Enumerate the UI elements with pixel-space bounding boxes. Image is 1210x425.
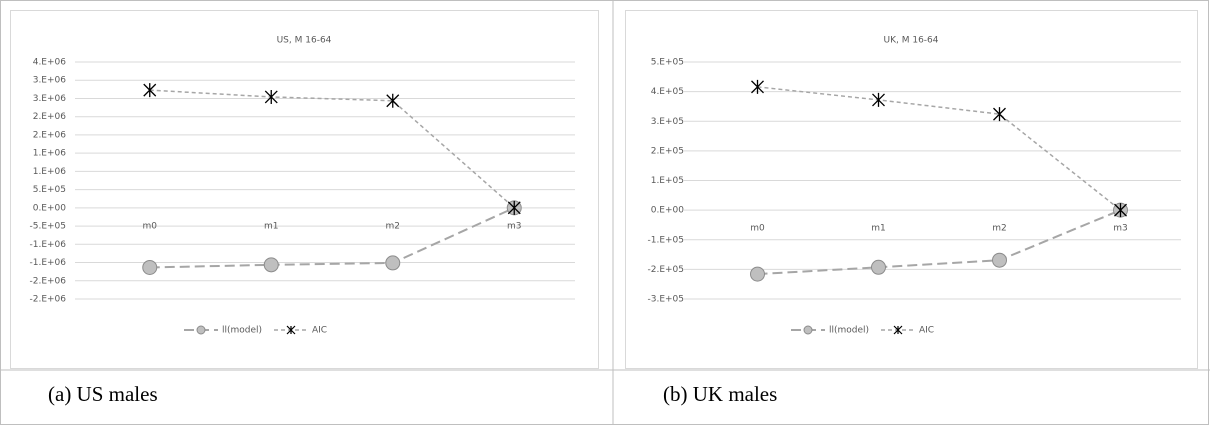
marker bbox=[143, 83, 157, 98]
legend-marker bbox=[803, 325, 813, 335]
series-line bbox=[757, 209, 1121, 276]
y-tick-label: 2.E+06 bbox=[33, 112, 67, 122]
y-tick-label: 1.E+05 bbox=[651, 176, 684, 186]
y-tick-label: 5.E+05 bbox=[33, 185, 66, 195]
legend-label: AIC bbox=[312, 326, 327, 336]
chart-title: UK, M 16-64 bbox=[884, 36, 939, 46]
y-tick-label: -1.E+05 bbox=[647, 235, 684, 245]
marker bbox=[1114, 203, 1127, 218]
marker bbox=[872, 92, 885, 107]
x-tick-label: m1 bbox=[264, 221, 279, 231]
legend-marker bbox=[286, 325, 296, 335]
marker bbox=[263, 257, 279, 273]
y-tick-label: 0.E+00 bbox=[651, 206, 685, 216]
marker bbox=[871, 259, 886, 275]
series-line bbox=[149, 89, 515, 209]
y-tick-label: -3.E+05 bbox=[647, 295, 684, 305]
y-tick-label: 2.E+06 bbox=[33, 130, 67, 140]
caption: (a) US males bbox=[48, 382, 158, 406]
x-tick-label: m1 bbox=[871, 224, 886, 234]
y-tick-label: 3.E+06 bbox=[33, 94, 67, 104]
x-tick-label: m0 bbox=[143, 221, 158, 231]
marker bbox=[386, 93, 400, 108]
x-tick-label: m2 bbox=[386, 221, 401, 231]
series-line bbox=[757, 86, 1121, 211]
y-tick-label: -2.E+06 bbox=[29, 276, 66, 286]
legend-label: ll(model) bbox=[222, 326, 262, 336]
chart-frame bbox=[625, 10, 1198, 369]
legend-label: ll(model) bbox=[829, 326, 869, 336]
x-tick-label: m2 bbox=[992, 224, 1007, 234]
legend-label: AIC bbox=[919, 326, 934, 336]
y-tick-label: -2.E+06 bbox=[29, 295, 66, 305]
y-tick-label: 1.E+06 bbox=[33, 167, 67, 177]
y-tick-label: 4.E+06 bbox=[33, 58, 67, 68]
y-tick-label: 4.E+05 bbox=[651, 87, 684, 97]
y-tick-label: -5.E+05 bbox=[29, 222, 66, 232]
chart-title: US, M 16-64 bbox=[277, 36, 332, 46]
y-tick-label: 1.E+06 bbox=[33, 149, 67, 159]
legend-marker bbox=[893, 325, 903, 335]
y-tick-label: 0.E+00 bbox=[33, 203, 67, 213]
marker bbox=[751, 79, 764, 94]
x-tick-label: m3 bbox=[507, 221, 522, 231]
marker bbox=[142, 259, 158, 275]
y-tick-label: 2.E+05 bbox=[651, 146, 684, 156]
legend-marker bbox=[196, 325, 206, 335]
marker bbox=[992, 252, 1007, 268]
marker bbox=[385, 255, 401, 271]
y-tick-label: -2.E+05 bbox=[647, 265, 684, 275]
y-tick-label: -1.E+06 bbox=[29, 258, 66, 268]
marker bbox=[264, 89, 278, 104]
marker bbox=[993, 107, 1006, 122]
y-tick-label: 3.E+06 bbox=[33, 76, 67, 86]
x-tick-label: m3 bbox=[1113, 224, 1128, 234]
y-tick-label: -1.E+06 bbox=[29, 240, 66, 250]
y-tick-label: 3.E+05 bbox=[651, 117, 684, 127]
caption: (b) UK males bbox=[663, 382, 777, 406]
marker bbox=[750, 266, 765, 282]
series-line bbox=[149, 206, 515, 269]
marker bbox=[507, 200, 521, 215]
x-tick-label: m0 bbox=[750, 224, 765, 234]
y-tick-label: 5.E+05 bbox=[651, 58, 684, 68]
